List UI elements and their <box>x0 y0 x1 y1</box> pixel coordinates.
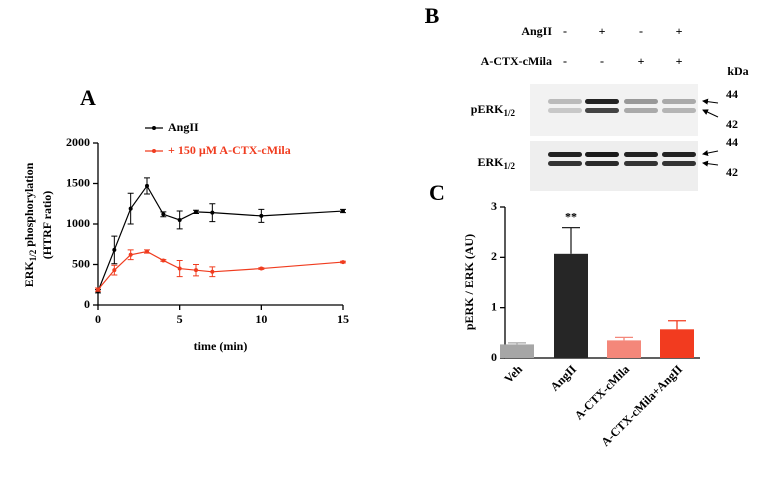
unit-label: kDa <box>727 64 748 78</box>
condition-sign: + <box>638 54 645 68</box>
y-tick-label: 500 <box>72 256 90 270</box>
condition-sign: - <box>563 54 567 68</box>
x-tick-label: 0 <box>95 312 101 326</box>
panel-letter: C <box>429 180 445 205</box>
y-tick-label: 2 <box>491 249 497 263</box>
band <box>548 99 582 104</box>
data-point <box>145 249 149 254</box>
band <box>548 161 582 166</box>
band <box>624 161 658 166</box>
legend-label: + 150 µM A-CTX-cMila <box>168 143 291 157</box>
marker-arrow <box>702 160 719 167</box>
condition-sign: + <box>676 24 683 38</box>
bar <box>660 329 694 358</box>
y-label-text: phosphorylation <box>22 162 36 249</box>
marker-arrow <box>702 98 719 105</box>
data-point <box>112 268 117 273</box>
marker-label: 42 <box>726 165 738 179</box>
data-point <box>194 209 198 214</box>
band <box>624 152 658 157</box>
marker-arrow <box>702 150 719 156</box>
band <box>662 152 696 157</box>
data-point <box>112 247 117 252</box>
label-text: ERK <box>477 155 504 169</box>
data-point <box>259 266 264 271</box>
x-axis-label: time (min) <box>194 339 248 353</box>
y-tick-label: 1 <box>491 299 497 313</box>
label: ERK1/2 <box>477 155 515 171</box>
bar <box>500 344 534 358</box>
y-label-text: ERK <box>22 261 36 288</box>
band <box>585 152 619 157</box>
condition-sign: - <box>600 54 604 68</box>
band <box>624 108 658 113</box>
significance: ** <box>565 209 577 223</box>
band <box>585 99 619 104</box>
y-tick-label: 3 <box>491 199 497 213</box>
condition-sign: + <box>676 54 683 68</box>
x-tick-label: 10 <box>255 312 267 326</box>
band <box>548 152 582 157</box>
legend-marker <box>152 149 156 153</box>
panel-letter: B <box>425 3 440 28</box>
label-text: pERK <box>471 102 504 116</box>
label-subscript: 1/2 <box>503 108 515 118</box>
band <box>548 108 582 113</box>
axis <box>97 143 343 306</box>
data-point <box>128 252 133 257</box>
condition-sign: + <box>599 24 606 38</box>
y-tick-label: 1500 <box>66 175 90 189</box>
marker-label: 44 <box>726 87 738 101</box>
data-point <box>96 287 100 292</box>
band <box>585 108 619 113</box>
series-line <box>97 250 344 290</box>
data-point <box>259 213 264 218</box>
condition-label: AngII <box>521 24 552 38</box>
data-point <box>210 269 215 274</box>
data-point <box>161 258 166 263</box>
marker-arrow <box>702 109 719 118</box>
band <box>662 161 696 166</box>
marker-label: 42 <box>726 117 738 131</box>
data-point <box>341 209 345 214</box>
bar <box>554 253 588 358</box>
condition-sign: - <box>563 24 567 38</box>
y-tick-label: 2000 <box>66 135 90 149</box>
data-point <box>210 210 215 215</box>
bar <box>607 340 641 358</box>
legend-marker <box>152 126 156 130</box>
series-line <box>97 184 344 292</box>
condition-label: A-CTX-cMila <box>481 54 552 68</box>
data-point <box>161 212 166 217</box>
y-axis-label: pERK / ERK (AU) <box>462 234 476 330</box>
label-subscript: 1/2 <box>503 161 515 171</box>
y-tick-label: 0 <box>84 297 90 311</box>
data-point <box>128 206 133 211</box>
y-tick-label: 1000 <box>66 216 90 230</box>
x-tick-label: 5 <box>177 312 183 326</box>
y-tick-label: 0 <box>491 350 497 364</box>
marker-label: 44 <box>726 135 738 149</box>
data-point <box>177 266 182 271</box>
panel-letter: A <box>80 85 96 110</box>
data-point <box>194 268 198 273</box>
band <box>624 99 658 104</box>
x-tick-label: 15 <box>337 312 349 326</box>
x-tick-label: AngII <box>547 362 579 394</box>
y-axis-label: ERK1/2 phosphorylation <box>22 162 38 287</box>
x-tick-label: Veh <box>501 362 525 386</box>
condition-sign: - <box>639 24 643 38</box>
band <box>662 108 696 113</box>
y-label-subscript: 1/2 <box>28 249 38 261</box>
data-point <box>177 217 182 222</box>
data-point <box>145 183 149 188</box>
y-axis-label: (HTRF ratio) <box>40 191 54 260</box>
legend-label: AngII <box>168 120 199 134</box>
label: pERK1/2 <box>471 102 516 118</box>
data-point <box>341 260 345 265</box>
band <box>662 99 696 104</box>
band <box>585 161 619 166</box>
